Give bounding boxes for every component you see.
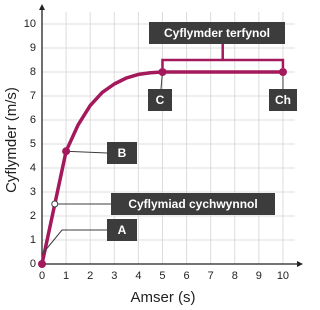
x-tick-label: 4 (135, 270, 141, 282)
annotation-box (269, 89, 297, 111)
x-tick-label: 5 (159, 270, 165, 282)
y-tick-label: 6 (30, 114, 36, 126)
y-tick-label: 2 (30, 210, 36, 222)
y-axis-label: Cyflymder (m/s) (3, 87, 20, 193)
y-tick-label: 4 (30, 162, 36, 174)
y-tick-label: 1 (30, 234, 36, 246)
annotation-label: C (156, 93, 165, 107)
x-tick-label: 6 (184, 270, 190, 282)
point-marker (158, 68, 167, 76)
point-marker (51, 200, 59, 208)
x-tick-label: 7 (208, 270, 214, 282)
chart: Amser (s) Cyflymder (m/s) 0 1 2 3 4 5 6 7 8 9 10 0 1… (3, 4, 303, 306)
leader-line (66, 150, 108, 154)
y-tick-label: 7 (30, 90, 36, 102)
leader-line (43, 229, 107, 253)
y-tick-label: 10 (24, 18, 36, 30)
annotation-box (111, 193, 275, 215)
y-tick-label: 0 (30, 258, 36, 270)
data-line (40, 70, 283, 265)
point-marker (38, 260, 46, 268)
y-tick-label: 5 (30, 138, 36, 150)
annotation-box (107, 219, 137, 241)
x-tick-label: 8 (232, 270, 238, 282)
x-tick-label: 3 (111, 270, 117, 282)
x-tick-label: 1 (63, 270, 69, 282)
annotation-label: Cyflymiad cychwynnol (128, 197, 257, 211)
y-tick-label: 8 (30, 66, 36, 78)
x-axis-arrow (297, 261, 303, 267)
x-tick-label: 0 (39, 270, 45, 282)
y-tick-label: 3 (30, 186, 36, 198)
x-tick-label: 9 (256, 270, 262, 282)
y-axis-arrow (39, 4, 45, 10)
x-tick-label: 10 (277, 270, 289, 282)
annotation-label: Ch (275, 93, 291, 107)
point-marker (278, 68, 287, 76)
x-axis-label: Amser (s) (131, 289, 196, 306)
annotation-box (149, 22, 285, 44)
annotation-box (148, 89, 172, 111)
annotation-label: B (118, 146, 127, 160)
point-marker (62, 147, 71, 156)
annotation-label: A (118, 223, 127, 237)
annotation-label: Cyflymder terfynol (164, 26, 270, 40)
x-tick-label: 2 (87, 270, 93, 282)
annotation-box (107, 142, 137, 164)
y-tick-label: 9 (30, 42, 36, 54)
